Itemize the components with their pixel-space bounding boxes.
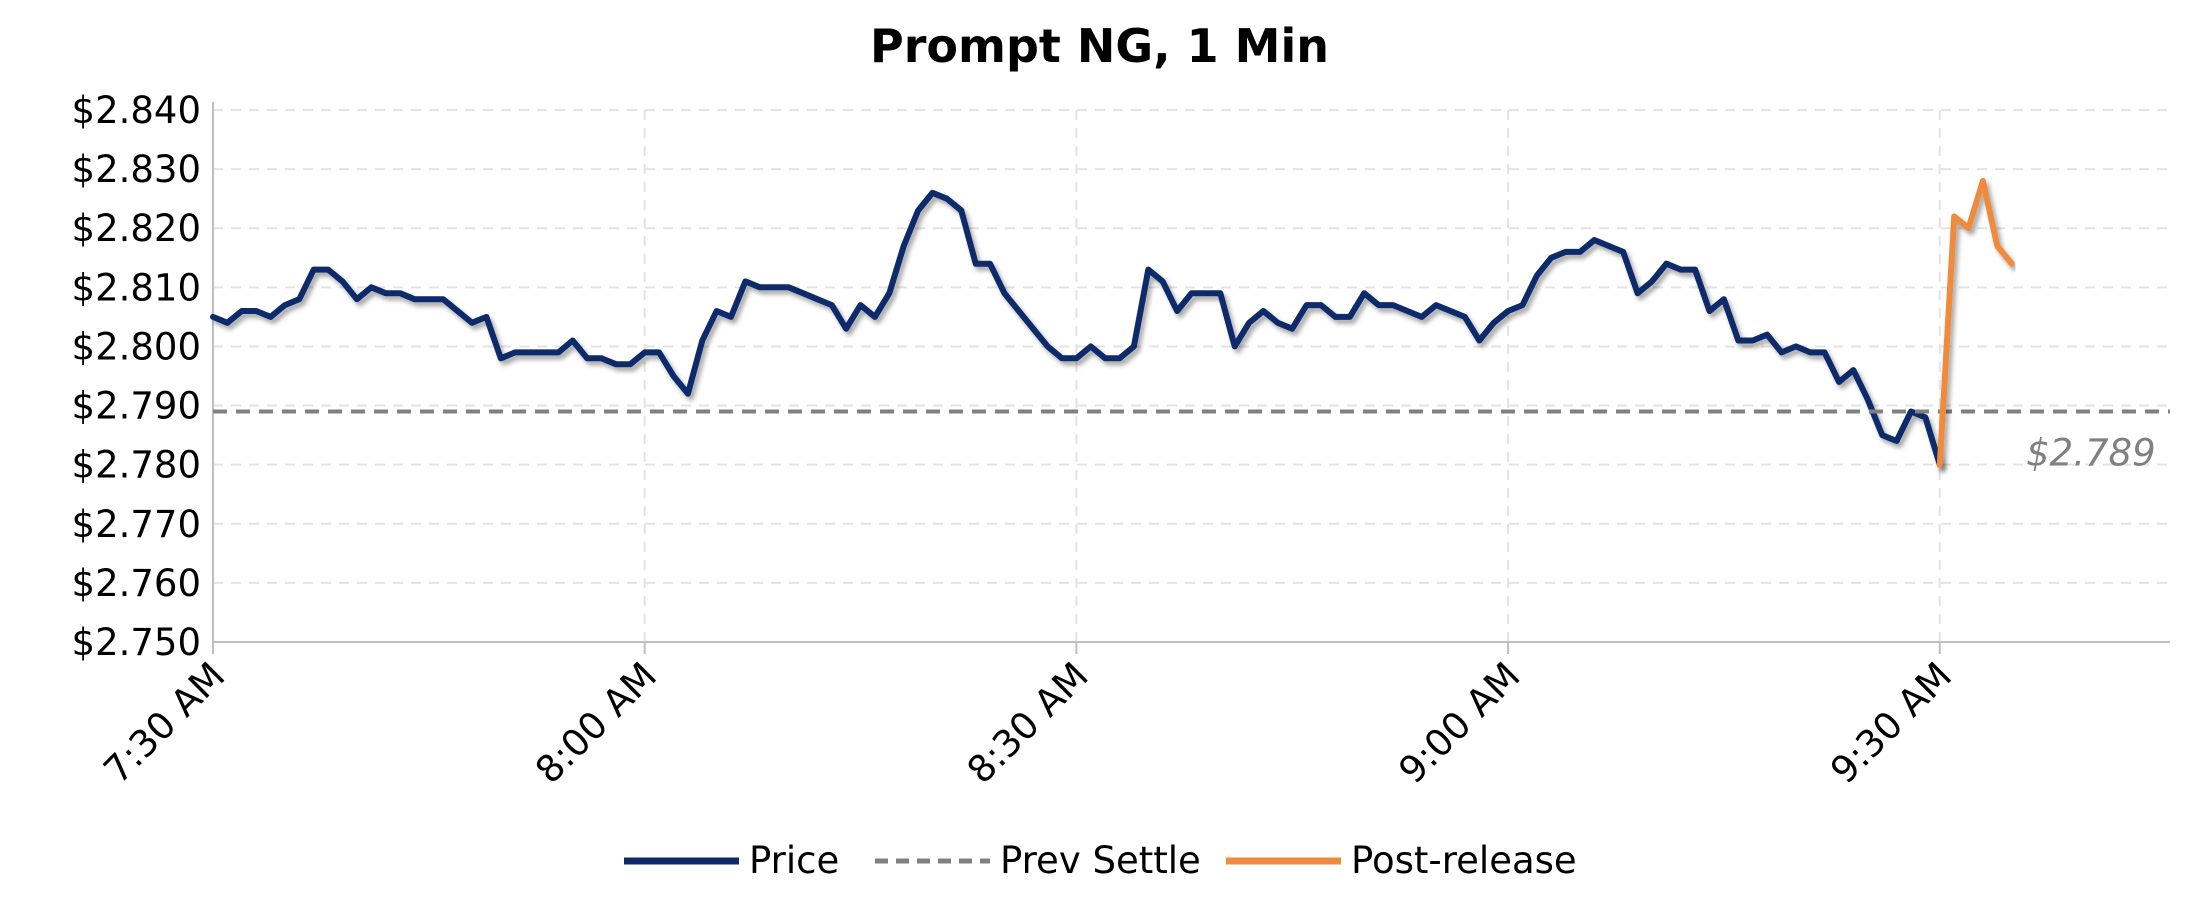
y-tick-label: $2.780	[72, 444, 201, 487]
y-tick-label: $2.760	[72, 562, 201, 605]
legend-prev-settle-label: Prev Settle	[1000, 839, 1201, 882]
x-tick-label: 8:30 AM	[959, 654, 1097, 792]
y-tick-label: $2.830	[72, 148, 201, 191]
y-tick-label: $2.770	[72, 503, 201, 546]
series-layer	[210, 177, 2170, 468]
x-tick-label: 9:00 AM	[1390, 654, 1528, 792]
series-price-line	[210, 189, 1943, 468]
y-tick-label: $2.750	[72, 621, 201, 664]
y-tick-label: $2.790	[72, 385, 201, 428]
x-tick-label: 8:00 AM	[527, 654, 665, 792]
y-tick-label: $2.800	[72, 325, 201, 368]
series-post-release-line	[1936, 177, 2015, 468]
legend: Price Prev Settle Post-release	[624, 839, 1577, 882]
annotations: $2.789	[2026, 431, 2155, 474]
chart-title: Prompt NG, 1 Min	[870, 19, 1329, 73]
legend-price-label: Price	[749, 839, 839, 882]
x-tick-label: 9:30 AM	[1822, 654, 1960, 792]
axes: $2.750 $2.760 $2.770 $2.780 $2.790 $2.800 $2.8…	[72, 89, 2170, 792]
x-tick-label: 7:30 AM	[95, 654, 233, 792]
y-tick-label: $2.810	[72, 266, 201, 309]
legend-post-release-label: Post-release	[1351, 839, 1577, 882]
grid	[213, 109, 2170, 642]
prev-settle-value-label: $2.789	[2026, 431, 2155, 474]
y-tick-label: $2.820	[72, 207, 201, 250]
y-tick-label: $2.840	[72, 89, 201, 132]
